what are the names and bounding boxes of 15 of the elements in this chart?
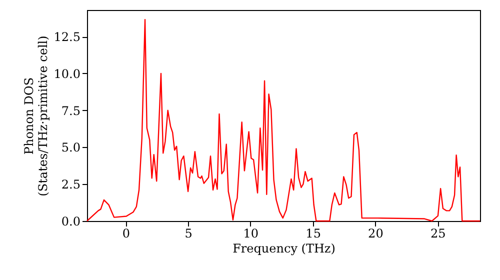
x-tick-label: 25 [430,226,446,240]
x-tick-label: 0 [122,226,130,240]
y-axis-title: Phonon DOS (States/THz·primitive cell) [22,36,50,196]
y-tick-label: 7.5 [61,104,80,118]
x-tick-label: 10 [243,226,259,240]
x-tick-label: 20 [368,226,384,240]
y-tick-label: 5.0 [61,140,80,155]
x-tick-label: 15 [306,226,321,240]
y-tick-label: 2.5 [61,178,80,192]
line-series [86,18,481,222]
y-tick-label: 10.0 [54,66,80,81]
y-tick-label: 0.0 [61,214,80,228]
x-tick-label: 5 [184,226,192,240]
y-tick-label: 12.5 [54,30,80,44]
x-axis-title: Frequency (THz) [232,242,336,256]
